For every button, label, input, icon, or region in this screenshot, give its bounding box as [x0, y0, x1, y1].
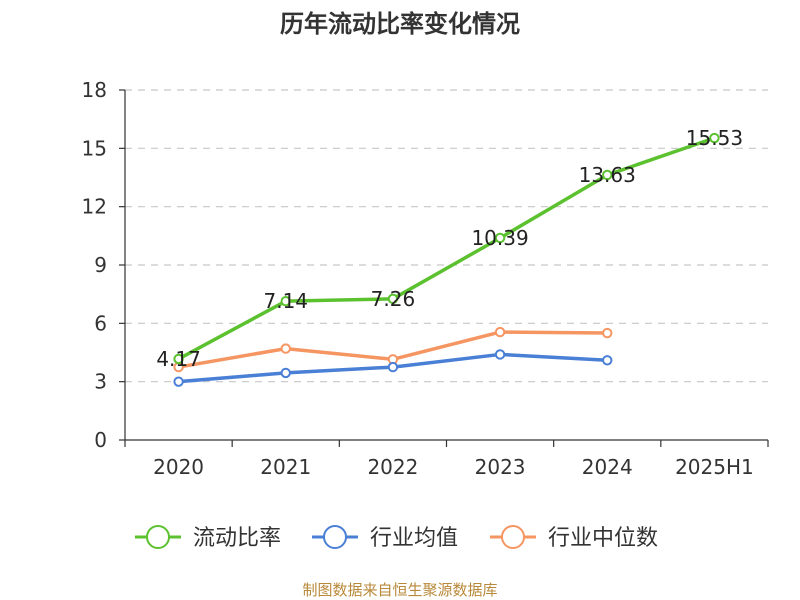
- data-label: 4.17: [156, 347, 201, 371]
- y-tick-label: 0: [94, 428, 107, 452]
- chart-title: 历年流动比率变化情况: [280, 10, 520, 38]
- y-tick-label: 9: [94, 253, 107, 277]
- source-note: 制图数据来自恒生聚源数据库: [302, 581, 497, 599]
- legend-label: 流动比率: [193, 526, 281, 551]
- series-point: [387, 293, 399, 305]
- data-labels: 4.17 7.14 7.26 10.39 13.63 15.53: [156, 126, 743, 371]
- y-tick-label: 12: [82, 195, 107, 219]
- series-point: [280, 295, 291, 307]
- series: [173, 132, 720, 387]
- data-label: 13.63: [579, 163, 636, 187]
- x-tick-label: 2025H1: [675, 455, 754, 479]
- series-point: [602, 327, 613, 339]
- legend-label: 行业中位数: [548, 526, 658, 551]
- legend-item[interactable]: 流动比率: [135, 525, 281, 551]
- x-tick-label: 2023: [475, 455, 526, 479]
- x-tick-label: 2024: [582, 455, 633, 479]
- series-point: [173, 376, 184, 387]
- y-tick-label: 18: [82, 78, 107, 102]
- data-label: 7.26: [371, 287, 416, 311]
- series-point: [602, 355, 613, 366]
- series-point: [173, 353, 184, 365]
- x-tick-label: 2022: [367, 455, 418, 479]
- y-tick-label: 6: [94, 311, 107, 335]
- series-point: [494, 326, 506, 338]
- x-tick-label: 2020: [153, 455, 204, 479]
- legend-item[interactable]: 行业均值: [312, 525, 458, 551]
- legend-marker: [501, 525, 525, 549]
- series-point: [280, 343, 291, 354]
- series-point: [280, 367, 291, 379]
- series-point: [494, 349, 506, 360]
- y-tick-label: 3: [94, 370, 107, 394]
- legend-label: 行业均值: [370, 526, 458, 551]
- series-point: [709, 132, 720, 144]
- legend-marker: [146, 525, 170, 549]
- grid: [125, 89, 768, 383]
- data-label: 15.53: [686, 126, 743, 150]
- y-tick-label: 15: [82, 136, 107, 160]
- series-point: [494, 232, 506, 244]
- data-label: 7.14: [263, 289, 308, 313]
- series-point: [602, 169, 613, 181]
- axes: 0 3 6 9 12 15 18 2020 2021 2022 2023 2024 2025H1: [82, 78, 769, 479]
- legend[interactable]: 流动比率 行业均值 行业中位数: [135, 525, 658, 551]
- series-point: [387, 361, 399, 373]
- series-line: [176, 136, 717, 361]
- legend-marker: [323, 525, 347, 549]
- x-tick-label: 2021: [260, 455, 311, 479]
- legend-item[interactable]: 行业中位数: [490, 525, 658, 551]
- data-label: 10.39: [471, 226, 528, 250]
